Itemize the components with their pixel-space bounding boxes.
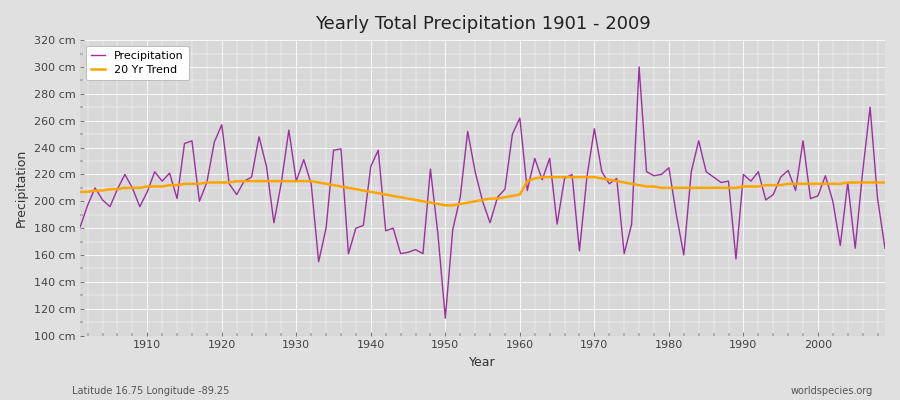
Line: 20 Yr Trend: 20 Yr Trend: [80, 177, 885, 205]
20 Yr Trend: [298, 179, 309, 184]
Precipitation: [634, 64, 644, 69]
20 Yr Trend: [75, 190, 86, 194]
20 Yr Trend: [879, 180, 890, 185]
Precipitation: [75, 224, 86, 229]
Precipitation: [343, 251, 354, 256]
Precipitation: [440, 316, 451, 320]
Precipitation: [298, 157, 309, 162]
20 Yr Trend: [515, 192, 526, 197]
X-axis label: Year: Year: [469, 356, 496, 369]
20 Yr Trend: [134, 186, 145, 190]
Line: Precipitation: Precipitation: [80, 67, 885, 318]
Precipitation: [879, 246, 890, 251]
Text: Latitude 16.75 Longitude -89.25: Latitude 16.75 Longitude -89.25: [72, 386, 230, 396]
Precipitation: [611, 176, 622, 181]
20 Yr Trend: [440, 203, 451, 208]
Y-axis label: Precipitation: Precipitation: [15, 149, 28, 227]
Title: Yearly Total Precipitation 1901 - 2009: Yearly Total Precipitation 1901 - 2009: [315, 15, 651, 33]
Legend: Precipitation, 20 Yr Trend: Precipitation, 20 Yr Trend: [86, 46, 189, 80]
Precipitation: [515, 116, 526, 120]
20 Yr Trend: [619, 180, 630, 185]
20 Yr Trend: [343, 186, 354, 190]
Text: worldspecies.org: worldspecies.org: [791, 386, 873, 396]
Precipitation: [522, 188, 533, 193]
20 Yr Trend: [536, 175, 547, 180]
20 Yr Trend: [522, 179, 533, 184]
Precipitation: [134, 204, 145, 209]
